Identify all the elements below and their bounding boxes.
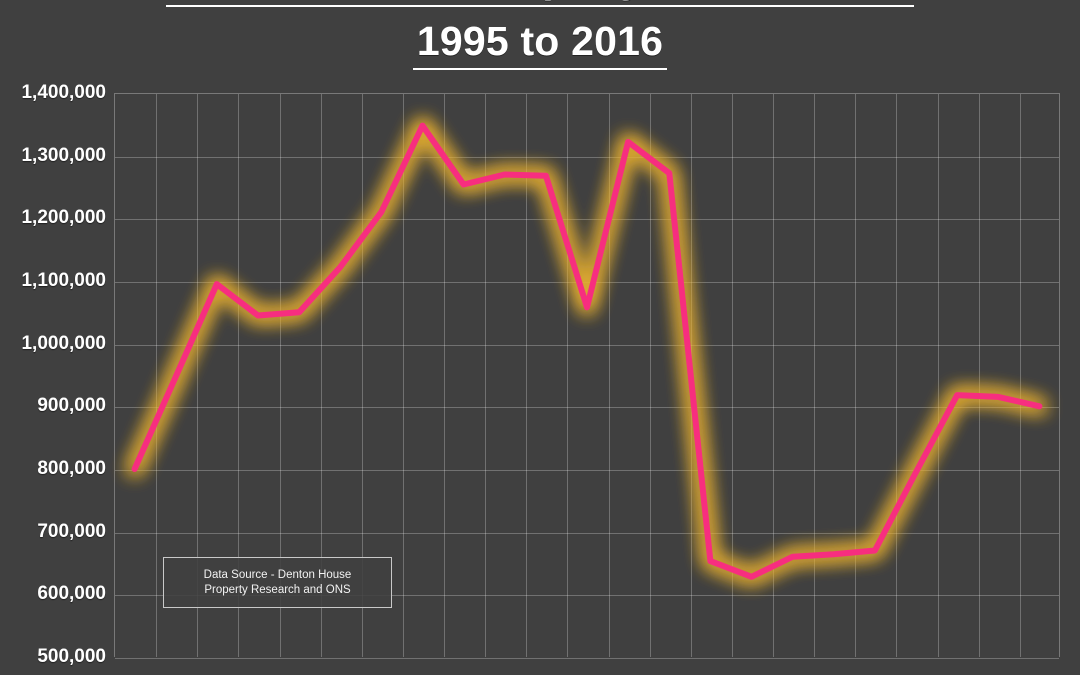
gridline-vertical — [732, 94, 733, 657]
y-axis: 1,400,000 1,300,000 1,200,000 1,100,000 1,00… — [0, 0, 106, 675]
gridline-horizontal — [115, 407, 1059, 409]
data-source-line-2: Property Research and ONS — [204, 583, 351, 596]
gridline-horizontal — [115, 282, 1059, 283]
gridline-vertical — [156, 94, 157, 657]
data-source-note: Data Source - Denton House Property Rese… — [163, 557, 392, 608]
gridline-vertical — [855, 94, 856, 657]
gridline-vertical — [938, 94, 939, 657]
gridline-vertical — [444, 94, 445, 657]
gridline-horizontal — [115, 470, 1059, 471]
y-axis-tick-label: 1,300,000 — [21, 144, 106, 166]
gridline-horizontal — [115, 658, 1059, 659]
y-axis-tick-label: 1,200,000 — [21, 207, 106, 229]
gridline-horizontal — [115, 156, 1059, 158]
gridline-vertical — [650, 94, 651, 657]
gridline-vertical — [979, 94, 980, 657]
y-axis-tick-label: 1,100,000 — [21, 270, 106, 291]
gridline-horizontal — [115, 532, 1059, 534]
y-axis-tick-label: 500,000 — [37, 646, 106, 667]
gridline-horizontal — [115, 595, 1059, 597]
gridline-vertical — [1020, 94, 1021, 657]
gridline-vertical — [526, 94, 527, 657]
gridline-horizontal — [115, 344, 1059, 346]
gridline-vertical — [814, 94, 815, 657]
y-axis-tick-label: 1,000,000 — [21, 332, 106, 354]
gridline-vertical — [403, 94, 404, 657]
gridline-vertical — [773, 94, 774, 657]
gridline-vertical — [485, 94, 486, 657]
y-axis-tick-label: 1,400,000 — [21, 82, 106, 103]
data-source-line-1: Data Source - Denton House — [203, 568, 352, 581]
gridline-vertical — [609, 94, 610, 657]
gridline-vertical — [567, 94, 568, 657]
gridline-vertical — [691, 94, 692, 657]
gridline-vertical — [896, 94, 897, 657]
gridline-horizontal — [115, 219, 1059, 221]
chart-title: UK Residential Property Transactions 199… — [0, 0, 1080, 70]
y-axis-tick-label: 600,000 — [37, 583, 106, 605]
y-axis-tick-label: 800,000 — [37, 458, 106, 479]
chart-title-line-2: 1995 to 2016 — [412, 17, 668, 70]
y-axis-tick-label: 700,000 — [37, 520, 106, 542]
y-axis-tick-label: 900,000 — [37, 395, 106, 417]
chart-title-line-1: UK Residential Property Transactions — [165, 0, 915, 7]
